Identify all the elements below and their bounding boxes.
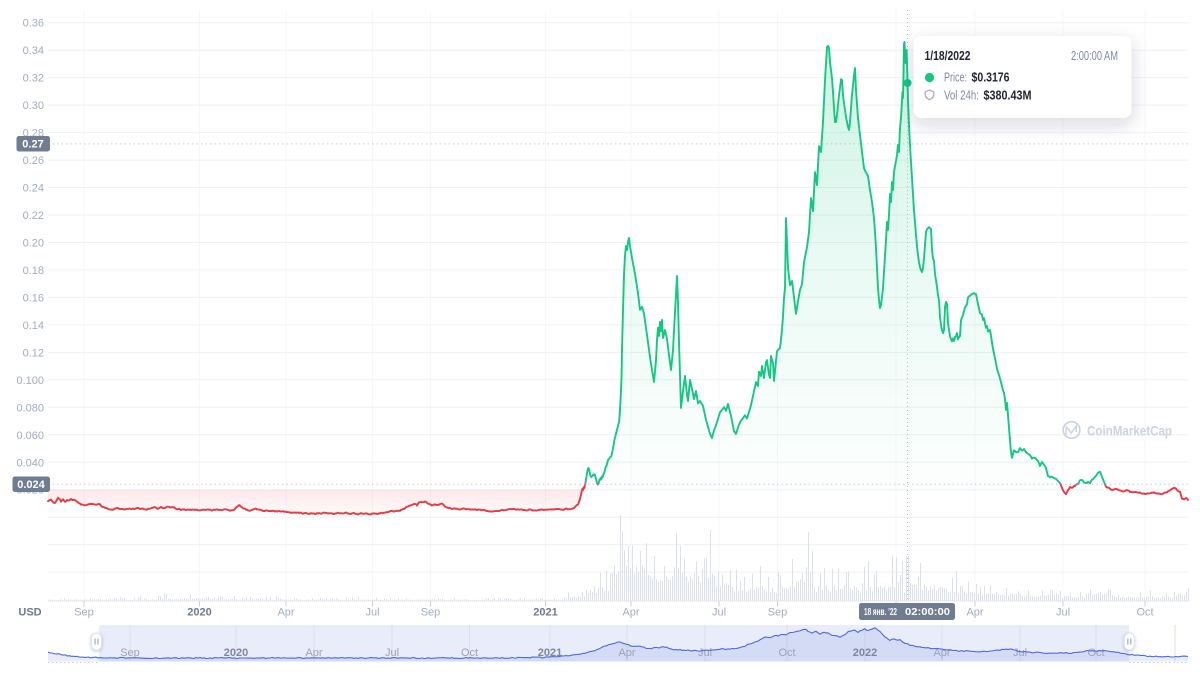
svg-text:Price:: Price: (944, 71, 967, 85)
svg-text:Jul: Jul (698, 647, 712, 659)
svg-text:0.040: 0.040 (16, 457, 44, 469)
svg-text:0.16: 0.16 (23, 292, 44, 304)
svg-text:Jul: Jul (385, 647, 399, 659)
svg-text:0.080: 0.080 (16, 402, 44, 414)
svg-text:1/18/2022: 1/18/2022 (925, 48, 971, 63)
svg-text:Oct: Oct (461, 647, 478, 659)
svg-text:0.024: 0.024 (17, 479, 45, 491)
svg-text:Jul: Jul (712, 607, 726, 619)
svg-text:0.26: 0.26 (23, 155, 44, 167)
svg-text:Sep: Sep (768, 607, 788, 619)
svg-text:0.20: 0.20 (23, 238, 44, 250)
svg-text:0.060: 0.060 (16, 430, 44, 442)
svg-text:Jul: Jul (1056, 607, 1070, 619)
svg-text:02:00:00: 02:00:00 (905, 606, 950, 618)
svg-text:0.32: 0.32 (23, 73, 44, 85)
svg-text:0.12: 0.12 (23, 347, 44, 359)
svg-text:Jul: Jul (365, 607, 379, 619)
svg-text:2:00:00 AM: 2:00:00 AM (1071, 49, 1118, 63)
svg-text:Oct: Oct (1087, 647, 1104, 659)
svg-text:Apr: Apr (622, 607, 639, 619)
svg-text:2021: 2021 (533, 607, 557, 619)
svg-text:0.27: 0.27 (22, 139, 43, 151)
svg-text:Oct: Oct (1136, 607, 1153, 619)
svg-text:Apr: Apr (305, 647, 322, 659)
svg-text:2021: 2021 (538, 647, 562, 659)
svg-text:Sep: Sep (120, 647, 140, 659)
svg-text:0.30: 0.30 (23, 100, 44, 112)
svg-text:CoinMarketCap: CoinMarketCap (1087, 424, 1172, 439)
svg-text:0.36: 0.36 (23, 18, 44, 30)
svg-text:Apr: Apr (277, 607, 294, 619)
svg-text:0.24: 0.24 (23, 183, 44, 195)
svg-text:Apr: Apr (966, 607, 983, 619)
svg-text:0.34: 0.34 (23, 45, 44, 57)
svg-text:0.14: 0.14 (23, 320, 44, 332)
svg-text:$380.43M: $380.43M (984, 89, 1032, 103)
svg-text:Vol 24h:: Vol 24h: (944, 89, 979, 103)
svg-text:18 янв. ’22: 18 янв. ’22 (864, 606, 897, 618)
svg-text:0.18: 0.18 (23, 265, 44, 277)
svg-text:2020: 2020 (187, 607, 211, 619)
svg-text:Oct: Oct (778, 647, 795, 659)
svg-text:2020: 2020 (224, 647, 248, 659)
svg-text:2022: 2022 (853, 647, 877, 659)
svg-text:Sep: Sep (421, 607, 441, 619)
svg-text:Jul: Jul (1013, 647, 1027, 659)
svg-text:USD: USD (18, 607, 41, 619)
svg-text:Sep: Sep (74, 607, 94, 619)
svg-text:0.100: 0.100 (16, 375, 44, 387)
svg-text:Apr: Apr (618, 647, 635, 659)
svg-text:$0.3176: $0.3176 (972, 71, 1010, 85)
svg-text:0.22: 0.22 (23, 210, 44, 222)
